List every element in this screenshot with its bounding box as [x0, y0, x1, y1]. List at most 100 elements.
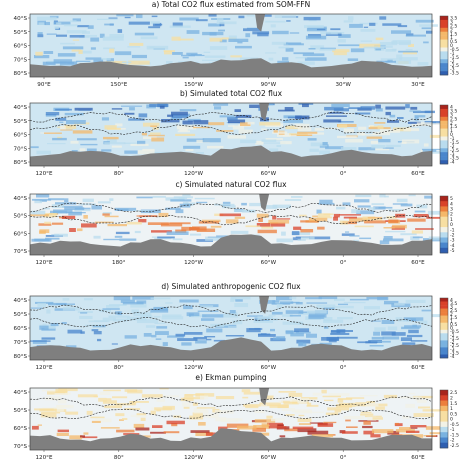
lon-tick-label: 120°E — [35, 260, 52, 266]
flux-cell — [320, 47, 336, 50]
colorbar-tick-label: -1 — [450, 427, 455, 433]
flux-cell — [80, 331, 85, 334]
flux-cell — [268, 57, 274, 61]
flux-cell — [317, 216, 333, 219]
colorbar-segment — [440, 247, 448, 254]
flux-cell — [401, 326, 420, 330]
lat-tick-label: 80°S — [14, 354, 28, 360]
flux-cell — [184, 394, 194, 398]
flux-cell — [261, 423, 269, 428]
flux-cell — [83, 432, 89, 435]
flux-cell — [234, 216, 246, 219]
flux-cell — [355, 402, 369, 407]
flux-cell — [379, 240, 390, 245]
flux-cell — [424, 195, 433, 199]
flux-cell — [44, 326, 56, 329]
flux-cell — [271, 311, 283, 315]
flux-cell — [128, 60, 150, 65]
colorbar-tick-label: 0 — [450, 132, 453, 138]
flux-cell — [111, 145, 122, 148]
flux-cell — [413, 110, 431, 113]
flux-cell — [230, 230, 249, 234]
flux-cell — [385, 106, 406, 110]
flux-cell — [278, 46, 290, 49]
flux-cell — [113, 296, 131, 301]
flux-cell — [150, 132, 161, 135]
flux-cell — [291, 196, 303, 198]
flux-cell — [333, 108, 349, 112]
colorbar-tick-label: -4 — [450, 243, 455, 249]
flux-cell — [355, 194, 372, 198]
colorbar-tick-label: -5 — [450, 248, 455, 254]
colorbar-segment — [440, 31, 448, 36]
lat-tick-label: 50°S — [14, 312, 28, 318]
colorbar-tick-label: 1 — [450, 128, 453, 134]
flux-cell — [384, 195, 389, 198]
flux-cell — [196, 407, 216, 409]
flux-cell — [282, 134, 297, 137]
flux-cell — [289, 314, 301, 317]
flux-cell — [219, 213, 241, 217]
flux-cell — [232, 125, 245, 130]
flux-cell — [215, 396, 235, 400]
flux-cell — [318, 213, 331, 217]
lon-tick-label: 150°E — [110, 82, 127, 88]
flux-cell — [74, 107, 93, 111]
flux-cell — [358, 126, 367, 130]
flux-cell — [337, 39, 346, 43]
flux-cell — [298, 342, 307, 347]
colorbar-segment — [440, 421, 448, 428]
flux-cell — [323, 119, 342, 123]
flux-cell — [103, 47, 116, 50]
flux-cell — [53, 21, 71, 25]
flux-cell — [297, 428, 317, 433]
flux-cell — [162, 342, 168, 346]
colorbar-segment — [440, 426, 448, 433]
flux-cell — [418, 406, 431, 409]
flux-cell — [367, 148, 390, 151]
flux-cell — [182, 402, 192, 407]
colorbar-tick-label: -2.5 — [450, 343, 459, 349]
colorbar-segment — [440, 128, 448, 133]
flux-cell — [228, 35, 237, 40]
flux-cell — [415, 396, 422, 401]
flux-cell — [157, 236, 175, 239]
flux-cell — [60, 129, 73, 131]
flux-cell — [103, 136, 119, 140]
flux-cell — [272, 204, 291, 209]
flux-cell — [186, 52, 198, 56]
flux-cell — [308, 217, 328, 222]
flux-cell — [214, 213, 224, 216]
flux-cell — [256, 223, 270, 227]
flux-cell — [87, 25, 94, 29]
flux-cell — [159, 388, 169, 390]
flux-cell — [407, 121, 421, 124]
flux-cell — [392, 224, 407, 229]
flux-cell — [378, 139, 391, 143]
flux-cell — [193, 409, 209, 414]
flux-cell — [349, 235, 360, 237]
flux-cell — [185, 149, 194, 152]
flux-cell — [124, 408, 141, 410]
flux-cell — [148, 134, 165, 137]
flux-cell — [122, 302, 144, 305]
flux-cell — [253, 425, 270, 429]
flux-cell — [55, 388, 67, 393]
flux-cell — [196, 201, 208, 204]
flux-cell — [314, 127, 324, 131]
flux-cell — [140, 209, 161, 214]
flux-cell — [124, 150, 138, 154]
colorbar-segment — [440, 211, 448, 217]
flux-cell — [268, 426, 287, 429]
flux-cell — [175, 133, 196, 136]
flux-cell — [413, 214, 429, 218]
flux-cell — [333, 216, 338, 221]
flux-cell — [426, 30, 433, 34]
flux-cell — [130, 414, 147, 417]
colorbar-tick-label: 2.5 — [450, 308, 457, 314]
flux-cell — [378, 206, 393, 209]
flux-cell — [36, 16, 57, 21]
flux-cell — [424, 110, 435, 114]
flux-cell — [175, 229, 187, 233]
flux-cell — [243, 391, 263, 395]
